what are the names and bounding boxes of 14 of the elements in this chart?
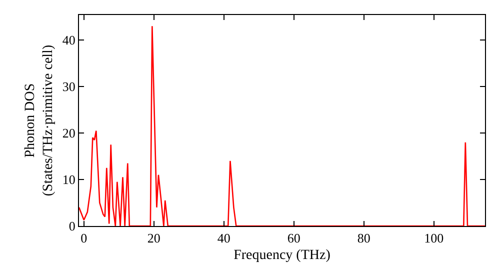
y-tick-label: 30 bbox=[62, 79, 76, 94]
y-tick-label: 0 bbox=[68, 218, 76, 234]
line-series bbox=[79, 26, 485, 226]
y-axis-title: Phonon DOS (States/THz·primitive cell) bbox=[22, 44, 56, 196]
x-axis-title: Frequency (THz) bbox=[234, 248, 331, 263]
y-tick-label: 10 bbox=[62, 172, 76, 188]
x-tick-label: 80 bbox=[357, 230, 370, 246]
x-tick-label: 0 bbox=[80, 230, 88, 246]
x-tick-label: 40 bbox=[217, 230, 230, 246]
y-tick-label: 20 bbox=[62, 126, 76, 141]
x-tick-label: 100 bbox=[424, 230, 444, 246]
x-tick-label: 20 bbox=[147, 230, 160, 246]
x-tick-label: 60 bbox=[287, 230, 300, 246]
y-tick-label: 40 bbox=[62, 32, 76, 48]
